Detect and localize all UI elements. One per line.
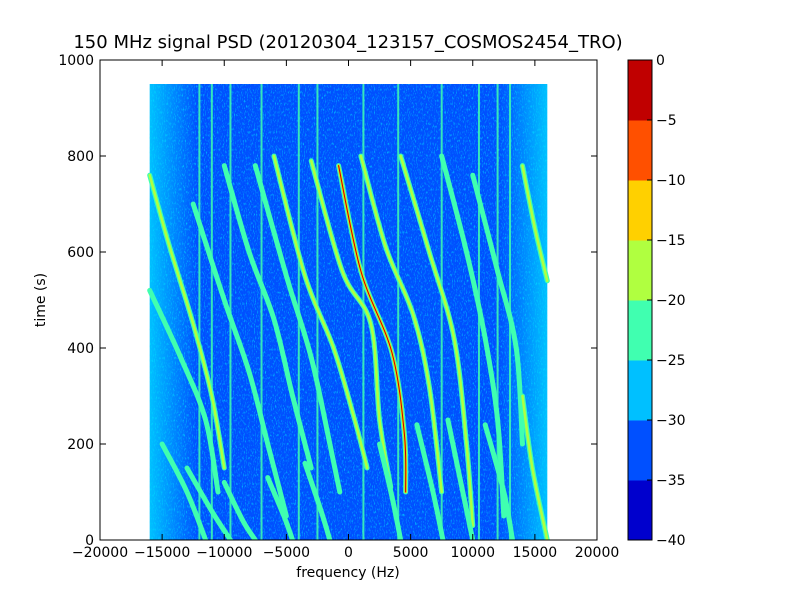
colorbar: −40 −35 −30 −25 −20 −15 −10 −5 0 <box>627 53 686 549</box>
colorbar-segment <box>628 480 652 541</box>
y-tick-label: 400 <box>67 341 94 357</box>
signal-trace <box>272 154 369 470</box>
signal-trace <box>446 418 474 540</box>
colorbar-segment <box>628 60 652 121</box>
x-tick-label: 15000 <box>513 545 558 561</box>
signal-trace <box>266 476 294 540</box>
colorbar-tick-label: −30 <box>656 413 686 429</box>
colorbar-tick-label: −20 <box>656 293 686 309</box>
y-axis-ticks: 0 200 400 600 800 1000 <box>58 53 597 549</box>
signal-trace <box>440 154 506 518</box>
plot-area <box>100 60 597 540</box>
y-tick-label: 1000 <box>58 53 94 69</box>
heatmap-noise <box>149 84 548 540</box>
x-tick-label: 0 <box>344 545 353 561</box>
colorbar-segment <box>628 300 652 361</box>
signal-trace <box>148 173 226 470</box>
colorbar-segment <box>628 420 652 481</box>
x-tick-label: 20000 <box>575 545 620 561</box>
colorbar-tick-label: −15 <box>656 233 686 249</box>
colorbar-tick-label: −35 <box>656 473 686 489</box>
signal-trace <box>521 394 549 540</box>
x-tick-label: 5000 <box>393 545 429 561</box>
colorbar-segment <box>628 240 652 301</box>
x-tick-label: −10000 <box>196 545 252 561</box>
signal-trace <box>185 466 232 540</box>
signal-trace <box>399 154 474 527</box>
signal-traces <box>147 153 550 540</box>
colorbar-tick-label: −10 <box>656 173 686 189</box>
colorbar-segment <box>628 180 652 241</box>
x-tick-label: 10000 <box>450 545 495 561</box>
y-tick-label: 200 <box>67 437 94 453</box>
signal-trace <box>483 423 514 540</box>
y-tick-label: 800 <box>67 149 94 165</box>
signal-trace <box>223 481 257 540</box>
colorbar-tick-label: −40 <box>656 533 686 549</box>
chart-title: 150 MHz signal PSD (20120304_123157_COSM… <box>73 32 622 53</box>
x-axis-ticks: −20000 −15000 −10000 −5000 0 5000 10000 15000 20… <box>72 60 619 561</box>
colorbar-segment <box>628 120 652 181</box>
x-tick-label: −15000 <box>134 545 190 561</box>
signal-trace <box>223 164 313 470</box>
signal-trace <box>359 154 443 494</box>
signal-trace <box>309 159 392 489</box>
signal-trace <box>148 289 220 494</box>
signal-trace <box>254 164 342 494</box>
x-tick-label: −5000 <box>263 545 310 561</box>
signal-trace <box>471 173 524 446</box>
x-axis-label: frequency (Hz) <box>296 565 399 581</box>
signal-trace <box>521 164 549 283</box>
signal-trace <box>378 442 402 540</box>
signal-trace <box>160 442 207 540</box>
signal-trace <box>415 423 445 540</box>
y-axis-label: time (s) <box>33 273 49 327</box>
colorbar-tick-label: 0 <box>656 53 665 69</box>
signal-trace <box>303 461 332 540</box>
trace-peak <box>338 165 407 493</box>
x-tick-label: −20000 <box>72 545 128 561</box>
y-tick-label: 600 <box>67 245 94 261</box>
colorbar-segment <box>628 360 652 421</box>
y-tick-label: 0 <box>85 533 94 549</box>
colorbar-tick-label: −5 <box>656 113 677 129</box>
signal-trace <box>191 202 288 518</box>
colorbar-tick-label: −25 <box>656 353 686 369</box>
